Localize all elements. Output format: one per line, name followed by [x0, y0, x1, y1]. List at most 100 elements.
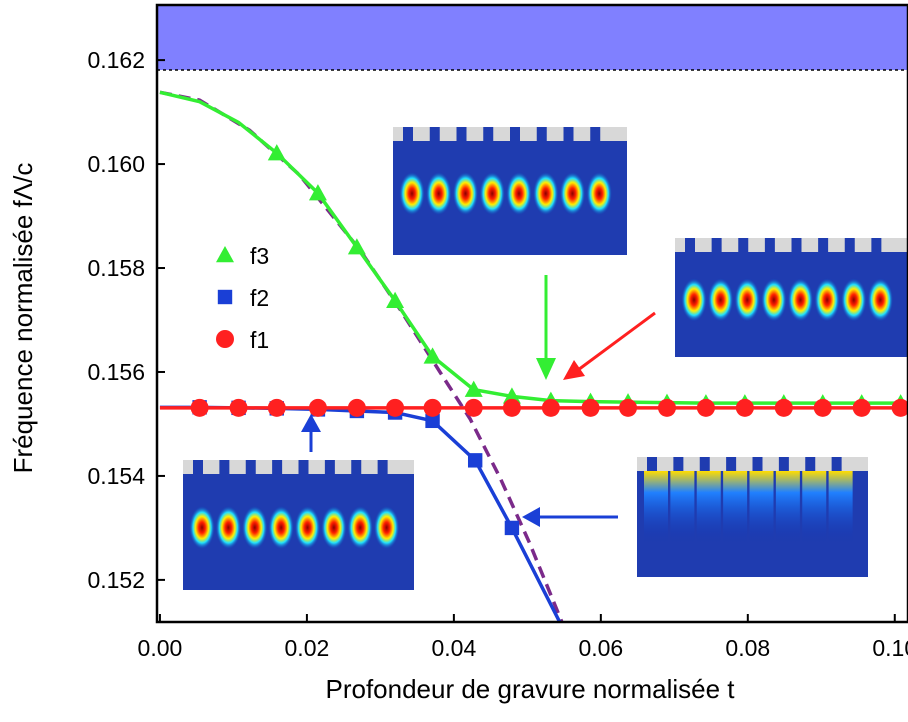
marker — [502, 398, 521, 417]
inset-tooth — [429, 127, 440, 141]
inset-spot — [506, 171, 532, 216]
inset-tooth — [844, 238, 855, 252]
y-tick-label: 0.156 — [87, 359, 145, 385]
inset-tooth — [510, 127, 520, 141]
inset-spot — [399, 171, 425, 216]
marker — [541, 398, 560, 417]
inset-spot — [586, 171, 613, 216]
x-axis-title: Profondeur de gravure normalisée t — [325, 674, 735, 704]
x-tick-label: 0.04 — [431, 635, 476, 661]
inset-tooth — [711, 238, 722, 252]
legend-marker — [216, 246, 234, 263]
inset-spot — [840, 277, 867, 322]
y-tick-label: 0.152 — [87, 567, 145, 593]
inset-spot — [681, 277, 707, 322]
inset-tooth — [738, 238, 749, 252]
marker — [229, 398, 248, 417]
inset-spot — [670, 471, 695, 543]
marker — [467, 453, 483, 468]
marker — [267, 398, 286, 417]
inset-tooth — [685, 238, 695, 252]
inset-spot — [215, 505, 242, 550]
legend-marker — [216, 330, 234, 348]
plot-frame — [155, 3, 908, 624]
inset-spot — [828, 471, 853, 543]
inset-spot — [241, 505, 268, 550]
marker — [308, 184, 327, 201]
y-tick-label: 0.158 — [87, 255, 145, 281]
inset-spot — [707, 277, 734, 322]
inset-tooth — [699, 457, 710, 471]
inset-spot — [373, 505, 400, 550]
marker — [619, 398, 638, 417]
marker — [347, 238, 366, 255]
inset-spot — [775, 471, 800, 543]
x-tick-label: 0.06 — [578, 635, 623, 661]
inset-tooth — [456, 127, 467, 141]
y-tick-label: 0.154 — [87, 463, 145, 489]
inset-tooth — [272, 460, 283, 474]
marker — [267, 144, 286, 161]
inset-spot — [787, 277, 814, 322]
inset-spot — [814, 277, 841, 322]
inset-tooth — [791, 238, 802, 252]
y-tick-label: 0.162 — [87, 47, 145, 73]
legend-label: f1 — [250, 327, 269, 353]
inset-spot — [425, 171, 452, 216]
inset-tooth — [726, 457, 737, 471]
x-tick-label: 0.00 — [138, 635, 183, 661]
inset-spot — [749, 471, 774, 543]
series-line — [159, 90, 908, 405]
inset-spot — [696, 471, 721, 543]
inset-tooth — [778, 457, 789, 471]
marker — [425, 413, 440, 429]
inset-spot — [867, 277, 894, 322]
legend-marker — [217, 289, 233, 305]
marker — [852, 398, 871, 417]
inset-spot — [559, 171, 586, 216]
inset-tooth — [483, 127, 494, 141]
marker — [464, 398, 483, 417]
marker — [891, 398, 908, 417]
inset-spot — [320, 505, 347, 550]
inset-tooth — [298, 460, 309, 474]
inset-tooth — [831, 457, 842, 471]
inset-spot — [734, 277, 761, 322]
inset-tooth — [403, 127, 413, 141]
inset-spot — [802, 471, 827, 543]
inset-tooth — [673, 457, 684, 471]
inset-tooth — [219, 460, 230, 474]
inset-tooth — [536, 127, 547, 141]
marker — [502, 387, 521, 404]
marker — [386, 398, 405, 417]
inset-tooth — [818, 238, 829, 252]
inset-spot — [268, 505, 295, 550]
legend-label: f2 — [250, 285, 269, 311]
inset-spot — [452, 171, 479, 216]
inset-tooth — [805, 457, 816, 471]
inset-tooth — [764, 238, 775, 252]
marker — [423, 347, 442, 364]
marker — [347, 398, 366, 417]
inset-spot — [532, 171, 559, 216]
y-tick-label: 0.160 — [87, 151, 145, 177]
x-tick-label: 0.02 — [285, 635, 330, 661]
inset-tooth — [590, 127, 601, 141]
marker — [504, 520, 520, 536]
x-tick-label: 0.10 — [872, 635, 908, 661]
inset-tooth — [563, 127, 574, 141]
marker — [464, 380, 483, 397]
inset-tooth — [324, 460, 335, 474]
inset-tooth — [193, 460, 203, 474]
marker — [657, 398, 676, 417]
marker — [696, 398, 715, 417]
inset-tooth — [245, 460, 256, 474]
legend-label: f3 — [250, 243, 269, 269]
inset-tooth — [351, 460, 362, 474]
inset-tooth — [377, 460, 388, 474]
inset-spot — [644, 471, 668, 543]
inset-tooth — [752, 457, 763, 471]
inset-spot — [760, 277, 787, 322]
inset-spot — [479, 171, 506, 216]
